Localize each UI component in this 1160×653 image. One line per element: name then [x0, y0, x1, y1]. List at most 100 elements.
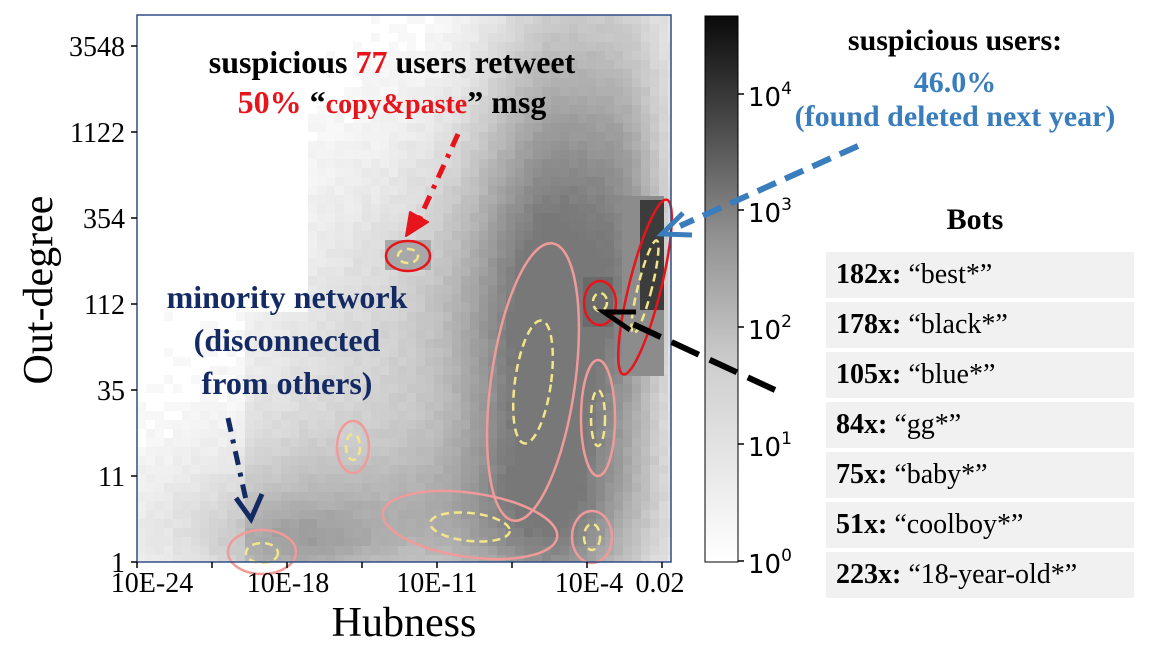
density-cell: [659, 483, 668, 492]
density-cell: [425, 546, 434, 555]
density-cell: [578, 186, 587, 195]
density-cell: [353, 330, 362, 339]
density-cell: [389, 177, 398, 186]
density-cell: [389, 69, 398, 78]
density-cell: [488, 348, 497, 357]
density-cell: [371, 123, 380, 132]
density-cell: [596, 411, 605, 420]
suspicious-users-title: suspicious users:: [847, 24, 1063, 57]
density-cell: [578, 222, 587, 231]
density-cell: [263, 330, 272, 339]
density-cell: [173, 528, 182, 537]
density-cell: [398, 204, 407, 213]
density-cell: [137, 555, 146, 562]
density-cell: [587, 87, 596, 96]
density-cell: [533, 123, 542, 132]
density-cell: [533, 357, 542, 366]
density-cell: [461, 177, 470, 186]
density-cell: [281, 474, 290, 483]
density-cell: [362, 177, 371, 186]
density-cell: [659, 375, 668, 384]
density-cell: [488, 474, 497, 483]
density-cell: [479, 528, 488, 537]
density-cell: [353, 159, 362, 168]
density-cell: [488, 393, 497, 402]
cluster-ellipse: [226, 528, 298, 576]
density-cell: [353, 195, 362, 204]
density-cell: [299, 537, 308, 546]
bot-count: 178x:: [836, 309, 902, 340]
cluster-ellipse: [579, 358, 617, 478]
density-cell: [596, 249, 605, 258]
density-cell: [380, 420, 389, 429]
density-cell: [479, 465, 488, 474]
density-cell: [470, 465, 479, 474]
density-cell: [389, 456, 398, 465]
density-cell: [470, 222, 479, 231]
density-cell: [488, 429, 497, 438]
density-cell: [515, 60, 524, 69]
density-cell: [290, 357, 299, 366]
density-cell: [146, 384, 155, 393]
density-cell: [524, 528, 533, 537]
density-cell: [587, 60, 596, 69]
density-cell: [524, 474, 533, 483]
density-cell: [515, 375, 524, 384]
density-cell: [542, 438, 551, 447]
density-cell: [344, 294, 353, 303]
density-cell: [551, 330, 560, 339]
density-cell: [317, 105, 326, 114]
density-cell: [317, 321, 326, 330]
density-cell: [182, 537, 191, 546]
density-cell: [245, 393, 254, 402]
density-cell: [227, 447, 236, 456]
density-cell: [272, 384, 281, 393]
density-cell: [497, 249, 506, 258]
density-cell: [470, 402, 479, 411]
density-cell: [488, 96, 497, 105]
density-cell: [443, 186, 452, 195]
density-cell: [335, 528, 344, 537]
density-cell: [461, 366, 470, 375]
density-cell: [344, 546, 353, 555]
density-cell: [569, 375, 578, 384]
density-cell: [479, 420, 488, 429]
density-cell: [218, 555, 227, 562]
density-cell: [569, 87, 578, 96]
density-cell: [632, 186, 641, 195]
density-cell: [515, 132, 524, 141]
density-cell: [506, 69, 515, 78]
density-cell: [200, 519, 209, 528]
density-cell: [308, 420, 317, 429]
density-cell: [596, 447, 605, 456]
density-cell: [587, 177, 596, 186]
density-cell: [461, 231, 470, 240]
density-cell: [497, 492, 506, 501]
density-cell: [137, 420, 146, 429]
density-cell: [335, 159, 344, 168]
density-cell: [227, 519, 236, 528]
density-cell: [506, 60, 515, 69]
density-cell: [416, 357, 425, 366]
density-cell: [308, 474, 317, 483]
density-cell: [659, 510, 668, 519]
density-cell: [389, 402, 398, 411]
density-cell: [290, 312, 299, 321]
density-cell: [524, 51, 533, 60]
density-cell: [209, 411, 218, 420]
density-cell: [380, 483, 389, 492]
density-cell: [515, 402, 524, 411]
density-cell: [479, 240, 488, 249]
density-cell: [362, 258, 371, 267]
density-cell: [560, 474, 569, 483]
density-cell: [389, 537, 398, 546]
density-cell: [506, 177, 515, 186]
density-cell: [443, 240, 452, 249]
density-cell: [461, 69, 470, 78]
density-cell: [443, 474, 452, 483]
density-cell: [560, 105, 569, 114]
density-cell: [452, 321, 461, 330]
density-cell: [299, 555, 308, 562]
density-cell: [407, 69, 416, 78]
density-cell: [299, 420, 308, 429]
